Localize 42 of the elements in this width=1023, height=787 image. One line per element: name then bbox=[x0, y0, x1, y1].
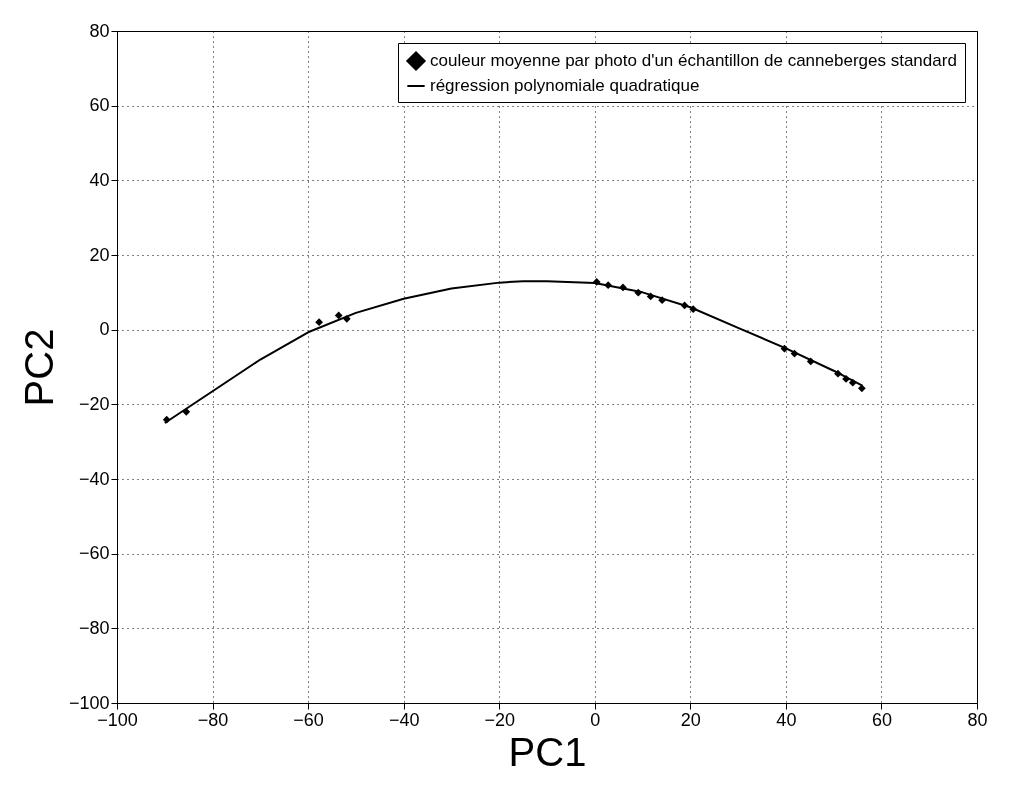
legend-label: régression polynomiale quadratique bbox=[430, 76, 700, 95]
point bbox=[857, 384, 866, 393]
point bbox=[634, 288, 643, 297]
point bbox=[646, 292, 655, 301]
y-tick-label: 0 bbox=[99, 319, 110, 340]
point bbox=[619, 283, 627, 292]
point bbox=[162, 415, 171, 424]
point bbox=[806, 357, 815, 366]
point bbox=[848, 378, 857, 387]
x-tick-label: −60 bbox=[293, 709, 324, 730]
point bbox=[315, 318, 323, 327]
y-axis-title: PC2 bbox=[16, 328, 61, 407]
x-tick-label: −20 bbox=[484, 709, 515, 730]
x-tick-label: −40 bbox=[388, 709, 420, 730]
point bbox=[780, 344, 789, 353]
x-tick-label: 80 bbox=[967, 709, 988, 730]
legend-label: couleur moyenne par photo d'un échantillon de canneberges standard bbox=[430, 51, 957, 70]
y-tick-label: 40 bbox=[89, 169, 110, 190]
y-tick-label: 60 bbox=[89, 95, 110, 116]
point bbox=[842, 375, 850, 383]
y-tick-label: 80 bbox=[89, 20, 110, 41]
x-tick-label: 40 bbox=[776, 709, 797, 730]
point bbox=[342, 314, 351, 323]
x-axis-title: PC1 bbox=[508, 729, 587, 774]
y-tick-label: −40 bbox=[78, 468, 110, 489]
y-tick-label: −100 bbox=[68, 692, 110, 713]
y-tick-label: 20 bbox=[89, 244, 110, 265]
point bbox=[689, 305, 698, 314]
x-tick-label: 60 bbox=[871, 709, 892, 730]
point bbox=[658, 296, 667, 305]
x-tick-label: 20 bbox=[680, 709, 701, 730]
x-tick-label: 0 bbox=[590, 709, 601, 730]
point bbox=[834, 369, 842, 378]
point bbox=[182, 407, 191, 416]
y-tick-label: −60 bbox=[78, 543, 110, 564]
point bbox=[592, 278, 601, 286]
point bbox=[334, 311, 343, 320]
y-tick-label: −80 bbox=[78, 617, 110, 638]
x-tick-label: −80 bbox=[197, 709, 229, 730]
y-tick-label: −20 bbox=[78, 393, 110, 414]
point bbox=[680, 301, 689, 310]
point bbox=[604, 281, 613, 290]
